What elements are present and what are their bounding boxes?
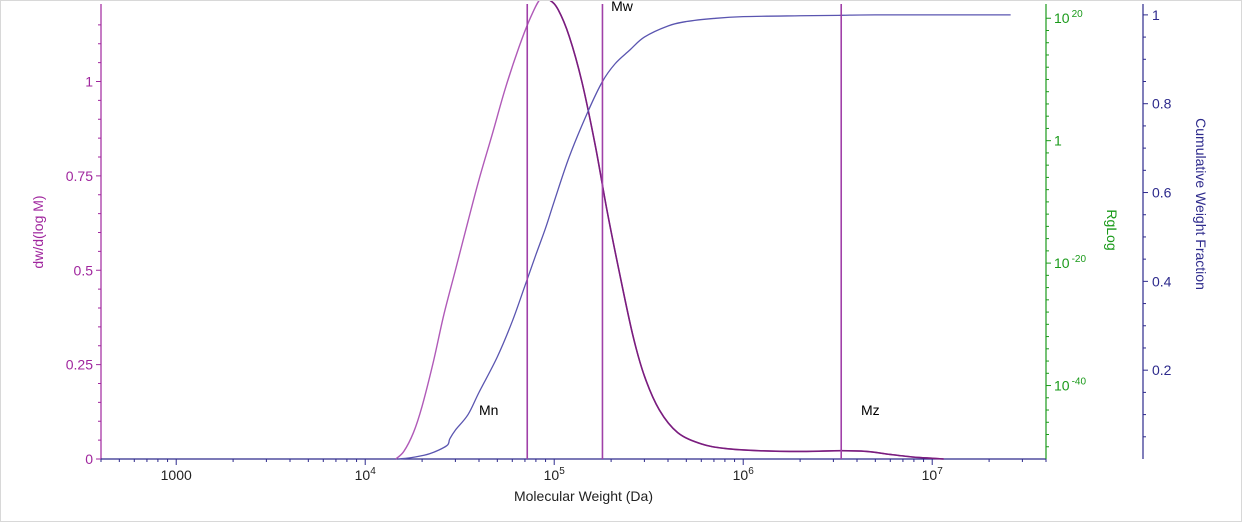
left-y-tick-label: 0.75 [66,168,93,184]
cumulative-tick-label: 1 [1152,7,1160,23]
distribution-curve [395,1,944,460]
left-y-tick-label: 0 [85,451,93,467]
left-y-axis-title: dw/d(log M) [30,195,46,268]
cumulative-tick-label: 0.4 [1152,273,1172,289]
cumulative-tick-label: 0.2 [1152,362,1172,378]
cumulative-tick-label: 0.6 [1152,185,1172,201]
x-tick-label: 105 [544,466,566,483]
cumulative-axis-title: Cumulative Weight Fraction [1193,118,1209,290]
axes: 0 0.25 0.5 0.75 1 1000 104 105 106 107 10 20 1 10 -20 1… [66,4,1172,483]
x-tick-label: 106 [733,466,755,483]
marker-label-mn: Mn [479,402,498,418]
cumulative-tick-label: 0.8 [1152,96,1172,112]
distribution-curve-falling-edge [549,1,944,460]
marker-label-mz: Mz [861,402,880,418]
rg-tick-label: 1 [1054,133,1062,149]
series [395,1,1011,460]
rg-axis-title: RgLog [1104,209,1120,250]
molecular-weight-markers: Mn Mw Mz [479,1,880,459]
marker-label-mw: Mw [611,1,634,14]
left-y-tick-label: 1 [85,74,93,90]
cumulative-curve [398,14,1011,460]
x-tick-label: 104 [355,466,377,483]
x-tick-label: 107 [922,466,944,483]
rg-tick-label: 10 20 [1054,9,1083,26]
left-y-tick-label: 0.5 [74,262,94,278]
left-y-tick-label: 0.25 [66,357,93,373]
x-tick-label: 1000 [161,467,192,483]
rg-tick-label: 10 -40 [1054,377,1086,394]
x-axis-title: Molecular Weight (Da) [514,488,653,504]
rg-tick-label: 10 -20 [1054,254,1086,271]
